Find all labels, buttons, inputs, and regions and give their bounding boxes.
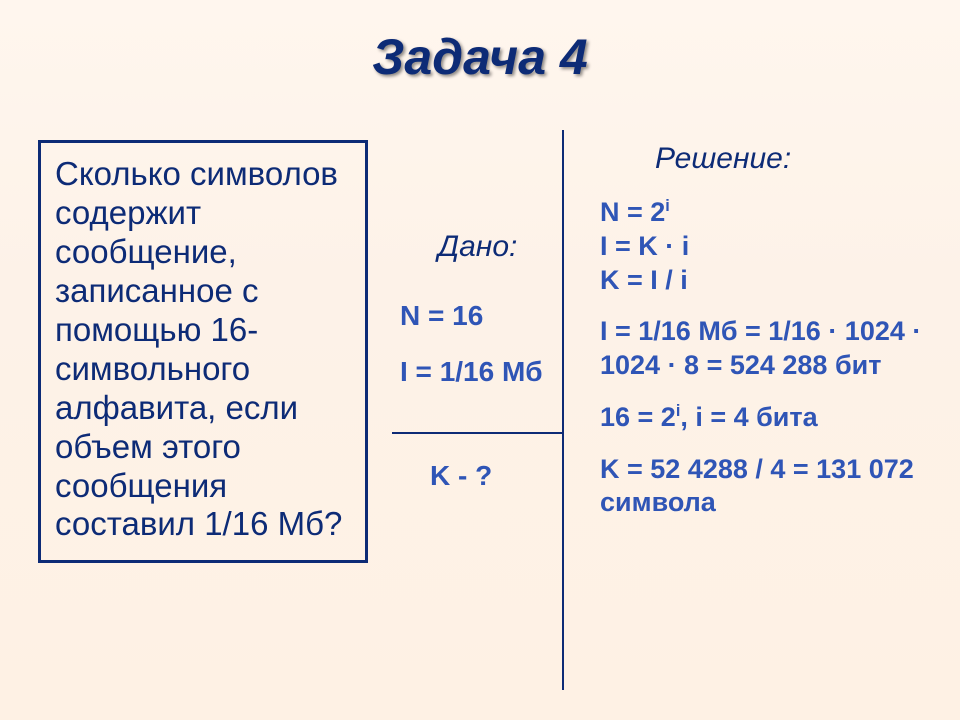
- solution-step-2: 16 = 2i, i = 4 бита: [600, 401, 935, 435]
- solution-step-3: K = 52 4288 / 4 = 131 072 символа: [600, 453, 935, 521]
- given-n: N = 16: [400, 300, 550, 332]
- formula-2: I = K · i: [600, 231, 689, 261]
- find-value: K - ?: [430, 460, 492, 492]
- solution-formulas: N = 2i I = K · i K = I / i: [600, 196, 935, 297]
- solution-step-1: I = 1/16 Мб = 1/16 · 1024 · 1024 · 8 = 5…: [600, 315, 935, 383]
- given-label: Дано:: [438, 230, 517, 264]
- solution-body: N = 2i I = K · i K = I / i I = 1/16 Мб =…: [600, 196, 935, 538]
- given-values: N = 16 I = 1/16 Мб: [400, 300, 550, 412]
- page-title: Задача 4: [0, 28, 960, 86]
- given-separator: [392, 432, 562, 434]
- formula-1: N = 2i: [600, 197, 670, 227]
- given-I: I = 1/16 Мб: [400, 356, 550, 388]
- solution-label: Решение:: [655, 142, 791, 176]
- vertical-divider: [562, 130, 564, 690]
- problem-statement: Сколько символов содержит сообщение, зап…: [38, 140, 368, 563]
- formula-3: K = I / i: [600, 265, 688, 295]
